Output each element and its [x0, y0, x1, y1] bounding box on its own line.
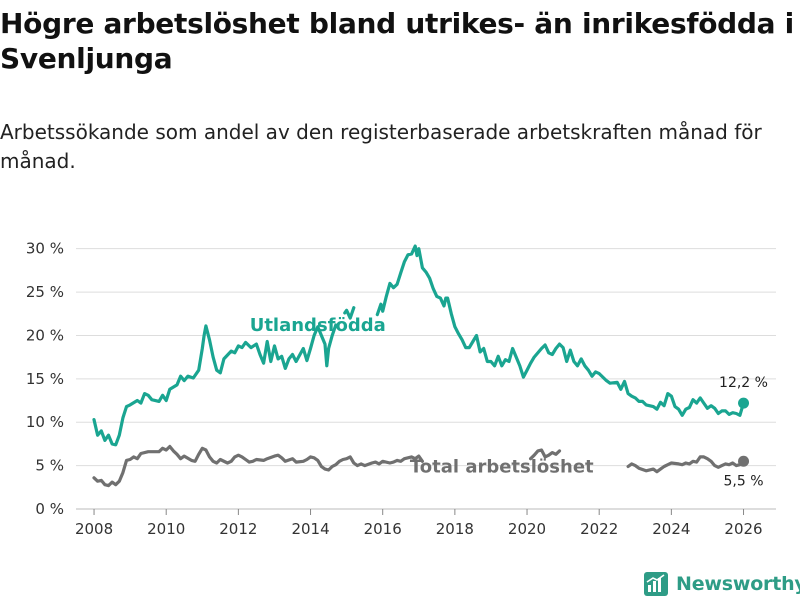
x-tick-label: 2026: [724, 520, 762, 538]
series-line: [529, 448, 562, 461]
end-value-label: 5,5 %: [724, 473, 764, 489]
x-tick-label: 2024: [652, 520, 690, 538]
x-tick-label: 2022: [580, 520, 618, 538]
series-line: [92, 444, 424, 488]
brand-logo[interactable]: Newsworthy: [644, 569, 800, 599]
subtitle: Arbetssökande som andel av den registerb…: [0, 120, 762, 173]
y-tick-label: 15 %: [26, 370, 64, 388]
x-tick-label: 2016: [364, 520, 402, 538]
label-layer: 12,2 % 5,5 % Utlandsfödda Total arbetslöshe…: [250, 315, 768, 489]
series-label: Total arbetslöshet: [410, 457, 594, 478]
y-tick-label: 0 %: [35, 500, 64, 518]
x-tick-label: 2014: [291, 520, 329, 538]
y-tick-label: 25 %: [26, 283, 64, 301]
series-line: [375, 244, 746, 417]
end-point-marker: [738, 455, 750, 467]
x-tick-label: 2010: [147, 520, 185, 538]
x-tick-label: 2012: [219, 520, 257, 538]
brand-name: Newsworthy: [676, 573, 800, 595]
series-line: [92, 323, 338, 447]
page-title: Högre arbetslöshet bland utrikes- än inr…: [0, 7, 794, 75]
series-layer: [92, 244, 750, 488]
y-tick-label: 5 %: [35, 457, 64, 475]
series-line: [343, 306, 356, 320]
x-tick-label: 2008: [75, 520, 113, 538]
y-tick-label: 10 %: [26, 413, 64, 431]
grid-layer: [76, 248, 776, 510]
end-value-label: 12,2 %: [719, 375, 768, 391]
x-tick-label: 2018: [436, 520, 474, 538]
bar-chart-logo-icon: [644, 572, 668, 596]
y-tick-label: 20 %: [26, 326, 64, 344]
series-label: Utlandsfödda: [250, 315, 386, 336]
axis-layer: 0 % 5 % 10 % 15 % 20 % 25 % 30 % 2008 2010 2012 20…: [26, 240, 763, 538]
series-line: [626, 455, 746, 474]
x-tick-label: 2020: [508, 520, 546, 538]
y-tick-label: 30 %: [26, 240, 64, 258]
end-point-marker: [738, 397, 750, 409]
